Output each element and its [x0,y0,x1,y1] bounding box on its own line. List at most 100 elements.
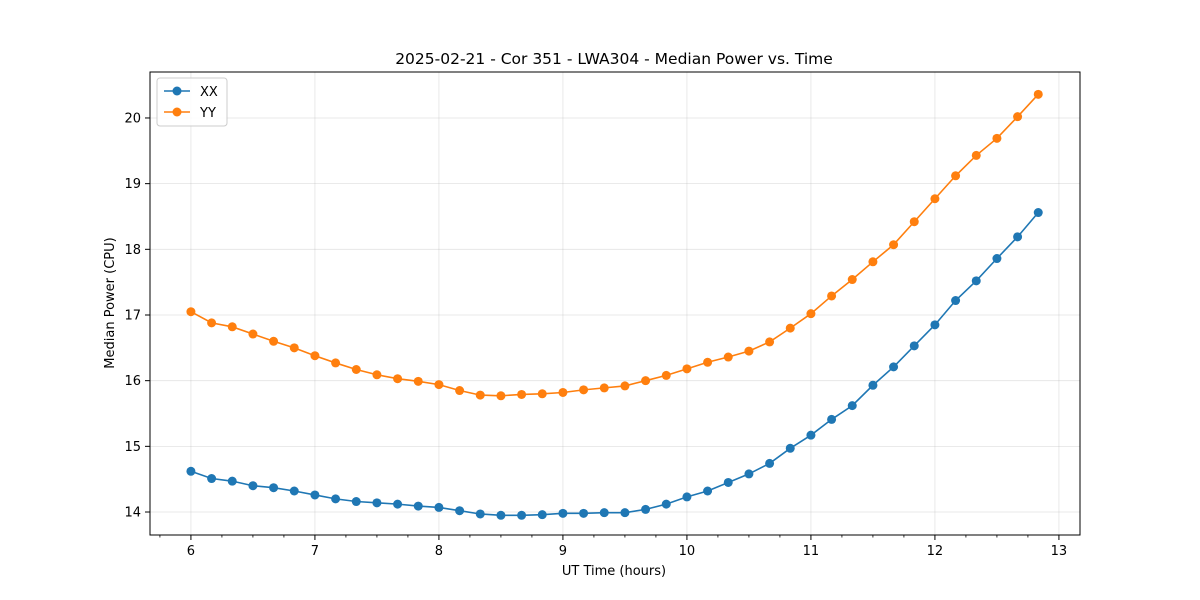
grid [150,72,1080,535]
data-point-xx [889,362,899,372]
data-point-yy [661,370,671,380]
data-point-xx [537,510,547,520]
data-point-yy [1033,89,1043,99]
x-tick-label: 9 [559,544,567,559]
data-point-xx [310,490,320,500]
data-point-xx [372,498,382,508]
data-point-xx [868,380,878,390]
legend: XX YY [156,77,228,127]
data-point-xx [351,497,361,507]
data-point-yy [207,318,217,328]
x-axis-label: UT Time (hours) [562,564,666,579]
x-tick-label: 13 [1051,544,1068,559]
data-point-xx [517,510,527,520]
data-point-yy [868,257,878,267]
data-point-xx [1013,232,1023,242]
data-point-yy [1013,112,1023,122]
data-point-yy [413,376,423,386]
data-point-xx [599,508,609,518]
data-point-yy [827,291,837,301]
data-point-xx [909,341,919,351]
data-point-xx [186,466,196,476]
data-point-yy [351,365,361,374]
data-point-xx [930,320,940,330]
data-point-xx [434,502,444,512]
data-point-yy [641,376,651,386]
data-point-xx [641,504,651,514]
data-point-xx [227,476,237,486]
legend-entry-xx: XX [164,85,218,100]
data-point-xx [682,492,692,502]
legend-label-yy: YY [199,106,216,121]
data-point-yy [393,374,403,384]
data-point-yy [909,217,919,227]
y-tick-label: 18 [124,243,141,258]
data-point-xx [992,254,1002,264]
x-tick-label: 12 [927,544,944,559]
data-point-xx [475,509,485,519]
legend-marker-xx [172,86,182,96]
data-point-yy [951,171,961,181]
data-point-xx [289,486,299,496]
data-point-xx [393,499,403,509]
y-axis-label: Median Power (CPU) [103,237,118,368]
data-point-xx [620,508,630,518]
data-point-yy [537,389,547,399]
plot-frame [149,71,1081,536]
data-point-yy [703,357,713,367]
data-point-xx [971,276,981,286]
x-tick-label: 7 [311,544,319,559]
data-point-yy [992,133,1002,143]
data-point-xx [847,401,857,411]
data-point-xx [827,414,837,424]
legend-entry-yy: YY [164,106,216,121]
legend-label-xx: XX [200,85,218,100]
data-point-xx [723,477,733,487]
data-point-xx [558,508,568,518]
axis-ticks: 6 7 8 9 10 11 12 13 14 15 16 17 18 19 20 [124,111,1067,559]
data-point-yy [579,385,589,395]
data-point-yy [269,336,279,346]
data-point-yy [558,387,568,397]
data-point-yy [434,380,444,390]
x-tick-label: 8 [435,544,443,559]
data-point-xx [455,506,465,516]
x-tick-label: 11 [803,544,820,559]
data-point-xx [703,486,713,496]
data-point-xx [496,510,506,520]
data-point-xx [1033,208,1043,218]
data-point-xx [207,474,217,484]
y-tick-label: 14 [124,506,141,521]
data-point-yy [599,383,609,393]
data-point-xx [661,499,671,509]
x-tick-label: 6 [187,544,195,559]
data-point-yy [620,381,630,391]
data-point-xx [951,296,961,306]
data-point-yy [744,346,754,356]
y-tick-label: 15 [124,440,141,455]
data-point-yy [455,386,465,396]
data-point-yy [971,150,981,160]
data-point-yy [889,240,899,250]
data-point-yy [289,343,299,353]
x-tick-label: 10 [679,544,696,559]
data-point-xx [413,501,423,511]
data-point-xx [331,494,341,504]
y-tick-label: 20 [124,111,141,126]
data-point-xx [806,430,816,440]
legend-marker-yy [172,107,182,117]
y-tick-label: 19 [124,177,141,192]
data-point-xx [248,481,258,491]
data-point-yy [331,358,341,368]
y-tick-label: 17 [124,308,141,323]
data-point-yy [723,352,733,362]
data-point-yy [248,329,258,339]
data-point-yy [227,322,237,332]
data-point-xx [765,458,775,468]
data-point-xx [579,508,589,518]
data-point-yy [517,389,527,399]
data-point-xx [744,469,754,479]
data-point-yy [930,194,940,204]
data-point-yy [765,337,775,347]
